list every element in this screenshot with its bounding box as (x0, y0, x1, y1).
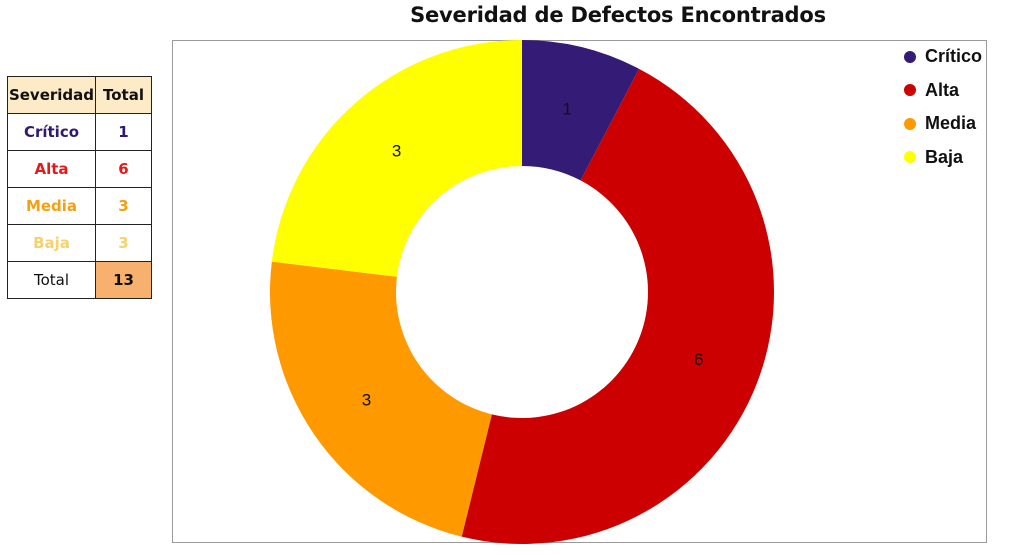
legend-swatch-baja (904, 151, 916, 164)
legend-item-critico: Crítico (904, 40, 982, 74)
table-total-row: Total 13 (7, 261, 152, 299)
legend-item-alta: Alta (904, 74, 982, 108)
legend-label-critico: Crítico (925, 46, 983, 67)
legend-label-baja: Baja (925, 146, 964, 167)
table-row: Baja 3 (7, 224, 152, 262)
table-row: Alta 6 (7, 150, 152, 188)
legend-item-media: Media (904, 107, 982, 141)
legend-item-baja: Baja (904, 141, 982, 175)
donut-slices (270, 40, 775, 545)
legend-label-media: Media (925, 113, 977, 134)
slice-critico (522, 40, 640, 181)
table-header-row: Severidad Total (7, 76, 152, 114)
legend-swatch-media (904, 117, 916, 130)
header-severidad: Severidad (7, 76, 96, 114)
row-value-alta: 6 (95, 150, 152, 188)
chart-title: Severidad de Defectos Encontrados (410, 3, 826, 27)
slice-media (270, 261, 492, 537)
row-label-media: Media (7, 187, 96, 225)
data-label-critico: 1 (562, 99, 571, 118)
table-row: Media 3 (7, 187, 152, 225)
legend-swatch-alta (904, 84, 916, 97)
slice-baja (271, 40, 522, 277)
severity-summary-table: Severidad Total Crítico 1 Alta 6 Media 3… (7, 76, 152, 299)
row-label-baja: Baja (7, 224, 96, 262)
legend-swatch-critico (904, 50, 916, 63)
data-label-alta: 6 (694, 350, 703, 369)
plot-area-frame (172, 40, 987, 543)
legend-label-alta: Alta (925, 79, 960, 100)
row-value-critico: 1 (95, 113, 152, 151)
data-label-baja: 3 (392, 142, 401, 161)
chart-legend: Crítico Alta Media Baja (904, 40, 982, 174)
slice-alta (461, 68, 775, 545)
header-total: Total (95, 76, 152, 114)
data-label-media: 3 (362, 390, 371, 409)
row-value-media: 3 (95, 187, 152, 225)
total-value: 13 (95, 261, 152, 299)
